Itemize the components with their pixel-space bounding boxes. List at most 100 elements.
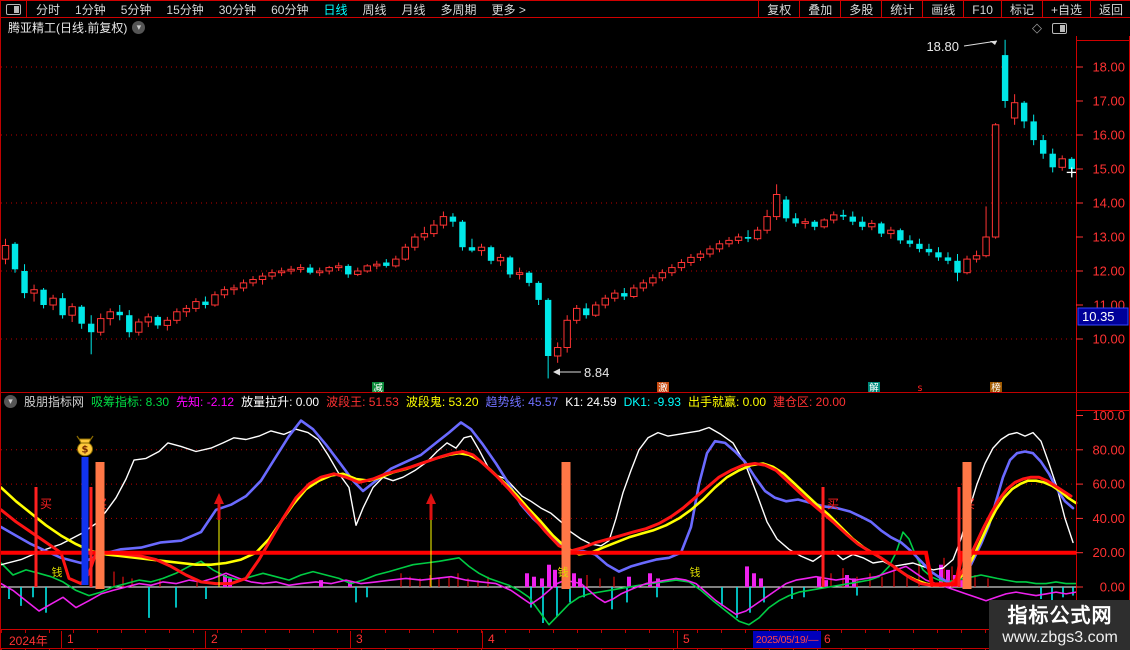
momentum-bar-up [759, 578, 763, 587]
candle-up [639, 282, 648, 289]
candle-down [878, 223, 885, 234]
split-window-icon[interactable] [1052, 22, 1067, 34]
candle-down [744, 237, 752, 239]
candle-down [21, 271, 28, 294]
candle-up [135, 321, 143, 333]
period-tab-周线[interactable]: 周线 [362, 2, 387, 17]
candle-down [849, 216, 856, 222]
candle-up [963, 258, 971, 274]
candle-up [820, 219, 828, 228]
candle-up [363, 265, 371, 272]
chart-area[interactable]: 18.808.84减激解s榜买买买买$钱钱钱18.0017.0016.0015.… [1, 36, 1130, 629]
indicator-line-green [1, 531, 1077, 626]
indicator-axis-label: 60.00 [1092, 477, 1125, 492]
toolbar-button-标记[interactable]: 标记 [1000, 1, 1042, 17]
low-annotation-arrowhead [553, 368, 560, 376]
event-badge-label: 减 [373, 382, 383, 394]
toolbar-button-画线[interactable]: 画线 [922, 1, 963, 17]
event-badge-label: 激 [658, 382, 668, 394]
candle-down [859, 221, 866, 227]
date-axis[interactable]: 2024年 1 2 3 4 5 6 2025/05/19/— [1, 629, 1130, 650]
candle-up [230, 287, 238, 291]
layout-toggle-button[interactable] [1, 1, 27, 17]
candle-down [1039, 140, 1047, 154]
candle-up [258, 275, 267, 281]
toolbar-button-多股[interactable]: 多股 [840, 1, 881, 17]
period-tab-60分钟[interactable]: 60分钟 [271, 2, 309, 17]
money-bag-icon: $ [76, 435, 94, 457]
date-ticks-bottom [1, 648, 1130, 650]
toolbar-button-F10[interactable]: F10 [963, 1, 1001, 17]
candle-down [1020, 102, 1028, 122]
candle-up [763, 216, 771, 231]
candle-up [601, 297, 609, 306]
candle-down [1001, 55, 1009, 101]
candle-up [477, 246, 486, 252]
candle-down [59, 298, 66, 316]
toolbar-actions: 复权 叠加 多股 统计 画线 F10 标记 +自选 返回 [758, 1, 1130, 17]
indicator-value-放量拉升: 放量拉升: 0.00 [241, 395, 320, 409]
indicator-axis-label: 100.0 [1092, 408, 1125, 423]
candle-up [163, 319, 172, 326]
indicator-panel-name[interactable]: 股朋指标网 [24, 395, 85, 409]
candle-up [658, 272, 667, 279]
candle-up [725, 239, 733, 245]
candle-up [335, 265, 343, 269]
candle-up [611, 292, 619, 299]
candle-up [277, 270, 286, 274]
diamond-icon[interactable]: ◇ [1032, 20, 1042, 35]
date-separator [205, 631, 206, 648]
candle-up [592, 304, 600, 316]
candle-up [192, 301, 200, 309]
candle-down [154, 316, 162, 326]
date-separator [61, 631, 62, 648]
baseline-20 [1, 550, 1076, 587]
period-tab-1分钟[interactable]: 1分钟 [75, 2, 106, 17]
candle-up [411, 236, 419, 248]
event-badge-label: s [918, 383, 923, 394]
stock-title[interactable]: 腾亚精工(日线.前复权) [8, 20, 128, 35]
toolbar-button-+自选[interactable]: +自选 [1041, 1, 1090, 17]
split-window-icon [6, 3, 21, 15]
coin-glyph: 钱 [690, 565, 701, 579]
candle-down [202, 301, 209, 305]
orange-signal-bar [962, 462, 972, 589]
period-tab-30分钟[interactable]: 30分钟 [218, 2, 257, 17]
toolbar-button-统计[interactable]: 统计 [881, 1, 922, 17]
momentum-bar-up [572, 573, 576, 587]
toolbar-button-复权[interactable]: 复权 [758, 1, 799, 17]
period-tab-更多 >[interactable]: 更多 > [491, 2, 526, 17]
price-axis-label: 18.00 [1092, 60, 1125, 75]
price-axis-label: 10.00 [1092, 332, 1125, 347]
toolbar-button-返回[interactable]: 返回 [1089, 1, 1130, 17]
candle-down [811, 221, 818, 227]
candle-up [630, 287, 638, 297]
collapse-panel-icon[interactable]: ▾ [4, 395, 17, 408]
candle-up [991, 124, 1000, 238]
period-tab-5分钟[interactable]: 5分钟 [120, 2, 152, 17]
momentum-bar-up [540, 578, 544, 587]
chevron-down-icon[interactable]: ▾ [132, 20, 146, 34]
price-axis-label: 15.00 [1092, 162, 1125, 177]
candle-down [487, 247, 495, 261]
candle-up [1, 245, 10, 260]
last-price-box [1077, 307, 1129, 326]
period-tab-日线[interactable]: 日线 [323, 2, 348, 17]
high-annotation-arrowhead [990, 41, 997, 45]
period-tab-月线[interactable]: 月线 [401, 2, 426, 17]
buy-signal-label: 买 [827, 497, 839, 511]
period-tab-多周期[interactable]: 多周期 [440, 2, 477, 17]
indicator-value-DK1: DK1: -9.93 [623, 394, 681, 409]
candle-down [78, 306, 85, 324]
orange-signal-bar [95, 462, 105, 589]
candle-down [126, 315, 133, 333]
candle-down [935, 252, 942, 258]
period-tab-15分钟[interactable]: 15分钟 [166, 2, 204, 17]
candle-down [925, 248, 933, 253]
momentum-bar-up [946, 569, 950, 587]
period-tab-分时[interactable]: 分时 [36, 2, 61, 17]
toolbar-button-叠加[interactable]: 叠加 [799, 1, 840, 17]
candle-up [49, 297, 57, 306]
candle-up [401, 246, 410, 260]
